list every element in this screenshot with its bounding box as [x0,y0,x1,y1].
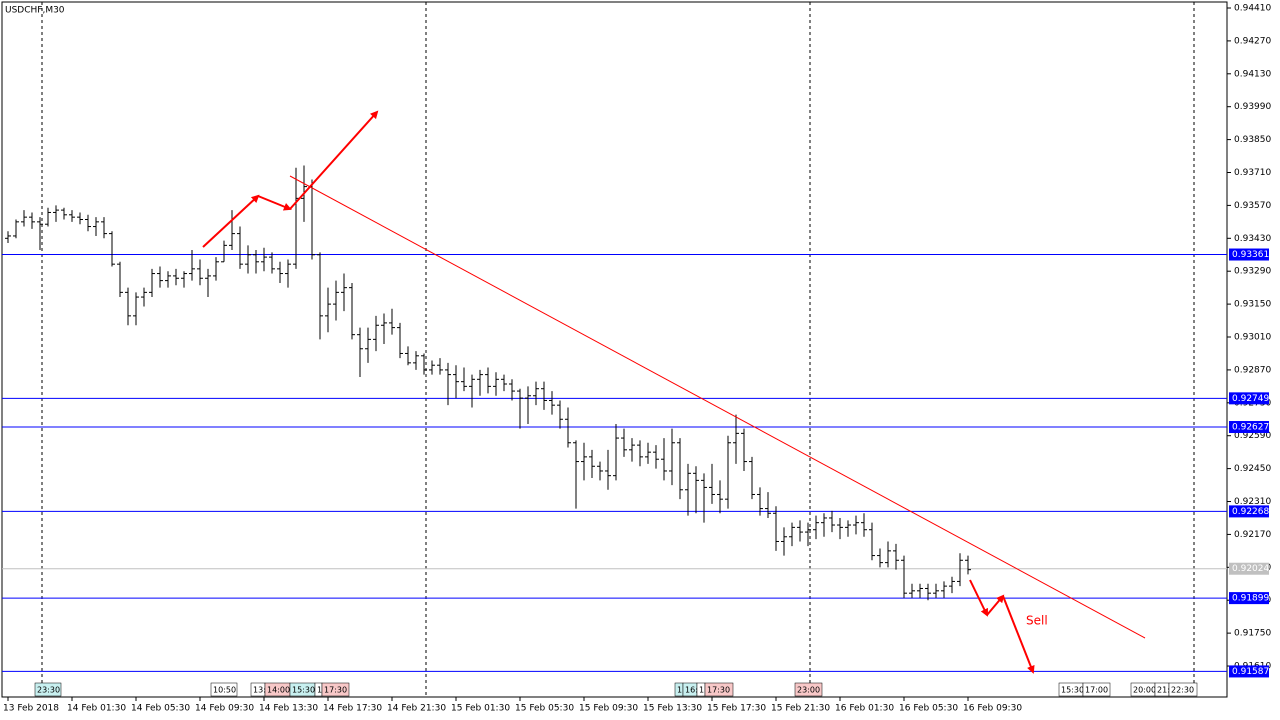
time-marker-box [704,682,734,697]
level-label-box [1229,562,1269,575]
y-tick-label: 0.92170 [1234,530,1271,540]
x-tick-label: 16 Feb 01:30 [835,704,894,714]
time-markers: 23:30 10:50 13: 14:00 15:30 1 17:30 1 16: 1 17:30 2… [34,682,1198,697]
y-tick-label: 0.94410 [1234,3,1271,13]
level-label: 0.91587 [1232,667,1269,677]
time-marker-label: 14:00 [267,686,290,695]
level-label: 0.92749 [1232,394,1269,404]
x-tick-label: 14 Feb 01:30 [67,704,126,714]
time-marker-box [1082,682,1111,697]
y-tick-label: 0.93850 [1234,135,1271,145]
x-tick-label: 13 Feb 2018 [3,704,59,714]
arrow [969,579,988,617]
y-tick-label: 0.94130 [1234,69,1271,79]
x-tick-label: 15 Feb 21:30 [771,704,830,714]
time-marker-label: 17:30 [707,686,730,695]
y-tick-label: 0.92310 [1234,497,1271,507]
y-tick-label: 0.93990 [1234,102,1271,112]
time-marker-label: 16: [685,686,698,695]
time-marker-box [794,682,823,697]
y-tick-label: 0.93430 [1234,234,1271,244]
arrows [202,110,1035,674]
time-marker-label: 22:30 [1171,686,1194,695]
time-marker-label: 23:30 [37,686,60,695]
bars [5,165,971,601]
x-tick-label: 14 Feb 13:30 [259,704,318,714]
level-label-box [1229,392,1269,405]
x-tick-label: 15 Feb 05:30 [515,704,574,714]
y-tick-label: 0.93290 [1234,267,1271,277]
time-marker-label: 15:30 [1061,686,1084,695]
y-tick-label: 0.92590 [1234,431,1271,441]
time-marker-label: 20:00 [1133,686,1156,695]
arrow [986,594,1005,616]
time-marker-label: 15:30 [292,686,315,695]
arrow [257,195,292,211]
time-marker-label: 23:00 [797,686,820,695]
x-tick-label: 16 Feb 09:30 [963,704,1022,714]
time-marker-label: 1 [699,686,704,695]
level-label-box [1229,505,1269,518]
x-tick-label: 15 Feb 01:30 [451,704,510,714]
level-label-box [1229,248,1269,261]
plot-frame [1,1,1228,698]
time-marker-box [210,682,238,697]
y-tick-label: 0.92450 [1234,464,1271,474]
level-label: 0.93361 [1232,250,1269,260]
x-tick-label: 14 Feb 21:30 [387,704,446,714]
time-marker-label: 17:00 [1085,686,1108,695]
x-tick-label: 14 Feb 05:30 [131,704,190,714]
arrow [289,110,379,210]
y-tick-label: 0.94270 [1234,36,1271,46]
level-label-box [1229,592,1269,605]
level-label: 0.92627 [1232,423,1269,433]
y-tick-label: 0.92870 [1234,365,1271,375]
y-tick-label: 0.93150 [1234,300,1271,310]
level-label-box [1229,421,1269,434]
time-marker-box [34,682,62,697]
x-tick-label: 15 Feb 09:30 [579,704,638,714]
arrow [202,194,260,248]
y-tick-label: 0.93010 [1234,333,1271,343]
time-marker-label: 1 [317,686,322,695]
trend-line [289,175,1146,639]
time-marker-box [1168,682,1198,697]
level-label-box [1229,665,1269,678]
axes: 0.94410 0.94270 0.94130 0.93990 0.93850 0.937… [3,3,1271,713]
x-tick-label: 15 Feb 13:30 [643,704,702,714]
level-label: 0.91899 [1232,594,1269,604]
time-marker-box [321,682,350,697]
time-marker-label: 10:50 [213,686,236,695]
time-marker-label: 21: [1157,686,1170,695]
time-marker-label: 1 [677,686,682,695]
levels [2,254,1227,672]
y-tick-label: 0.93570 [1234,201,1271,211]
x-tick-label: 14 Feb 17:30 [323,704,382,714]
chart-title: USDCHF,M30 [5,6,65,16]
level-label: 0.92268 [1232,507,1269,517]
annotation: Sell [1026,614,1048,628]
arrow [1002,595,1035,674]
time-marker-label: 17:30 [324,686,347,695]
time-marker-label: 13: [253,686,266,695]
level-label: 0.92024 [1232,564,1269,574]
y-tick-label: 0.91750 [1234,629,1271,639]
y-tick-label: 0.93710 [1234,168,1271,178]
x-tick-label: 16 Feb 05:30 [899,704,958,714]
x-tick-label: 15 Feb 17:30 [707,704,766,714]
x-tick-label: 14 Feb 09:30 [195,704,254,714]
day-separators [41,2,1195,697]
